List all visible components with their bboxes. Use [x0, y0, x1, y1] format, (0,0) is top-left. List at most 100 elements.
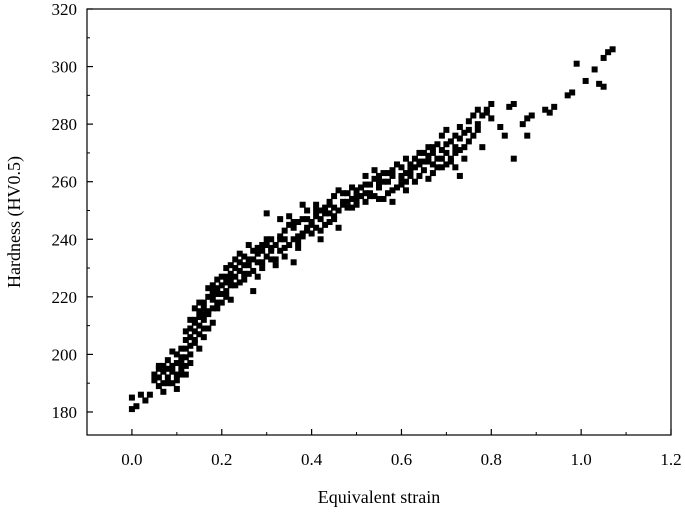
data-point [164, 374, 171, 381]
data-point [456, 147, 463, 154]
data-point [128, 406, 135, 413]
data-point [218, 290, 225, 297]
data-point [214, 285, 221, 292]
data-point [160, 362, 167, 369]
data-point [245, 270, 252, 277]
data-point [245, 256, 252, 263]
data-point [196, 313, 203, 320]
data-point [434, 155, 441, 162]
data-point [286, 242, 293, 249]
data-point [398, 175, 405, 182]
data-point [340, 190, 347, 197]
x-axis: 0.0 0.2 0.4 0.6 0.8 1.0 1.2 [86, 429, 682, 469]
data-point [501, 132, 508, 139]
data-point [205, 285, 212, 292]
y-tick-label: 280 [52, 115, 78, 134]
data-point [362, 181, 369, 188]
data-point [155, 362, 162, 369]
data-point [178, 345, 185, 352]
data-point [344, 204, 351, 211]
data-point [353, 187, 360, 194]
data-point [200, 316, 207, 323]
data-point [353, 193, 360, 200]
data-point [268, 236, 275, 243]
data-point [411, 178, 418, 185]
data-point [290, 259, 297, 266]
data-point [250, 288, 257, 295]
y-tick-label: 200 [52, 345, 78, 364]
data-point [353, 198, 360, 205]
data-point [389, 187, 396, 194]
data-point [425, 152, 432, 159]
data-point [416, 158, 423, 165]
data-point [268, 244, 275, 251]
data-point [443, 141, 450, 148]
data-point [389, 172, 396, 179]
data-point [142, 397, 149, 404]
data-point [263, 242, 270, 249]
data-point [465, 118, 472, 125]
data-point [474, 106, 481, 113]
data-point [398, 164, 405, 171]
data-point [259, 247, 266, 254]
data-point [214, 276, 221, 283]
data-point [429, 144, 436, 151]
data-point [452, 149, 459, 156]
data-point [218, 282, 225, 289]
data-point [178, 371, 185, 378]
data-point [322, 204, 329, 211]
data-point [488, 100, 495, 107]
data-point [438, 155, 445, 162]
data-point [277, 236, 284, 243]
data-point [591, 66, 598, 73]
data-point [205, 308, 212, 315]
data-point [259, 265, 266, 272]
data-point [169, 362, 176, 369]
data-point [317, 227, 324, 234]
data-point [191, 319, 198, 326]
data-point [299, 230, 306, 237]
data-point [151, 371, 158, 378]
data-point [322, 221, 329, 228]
data-point [299, 216, 306, 223]
data-point [497, 124, 504, 131]
data-point [461, 155, 468, 162]
data-point [596, 80, 603, 87]
data-point [277, 216, 284, 223]
data-point [524, 115, 531, 122]
data-point [398, 181, 405, 188]
data-point [151, 377, 158, 384]
data-point [416, 172, 423, 179]
y-axis: 180 200 220 240 260 280 300 320 [52, 0, 93, 422]
data-point [227, 282, 234, 289]
data-point [393, 184, 400, 191]
data-point [209, 296, 216, 303]
data-point [371, 193, 378, 200]
data-point [232, 265, 239, 272]
data-point [272, 256, 279, 263]
data-point [443, 161, 450, 168]
data-point [461, 129, 468, 136]
data-point [281, 244, 288, 251]
data-point [272, 262, 279, 269]
data-point [187, 360, 194, 367]
data-point [250, 247, 257, 254]
data-point [456, 124, 463, 131]
data-point [407, 167, 414, 174]
data-point [344, 198, 351, 205]
data-point [286, 213, 293, 220]
data-point [218, 299, 225, 306]
data-point [331, 204, 338, 211]
data-point [191, 328, 198, 335]
plot-frame [86, 8, 672, 436]
data-point [407, 172, 414, 179]
data-point [452, 132, 459, 139]
data-point [187, 316, 194, 323]
data-point [223, 273, 230, 280]
data-point [295, 239, 302, 246]
data-point [456, 135, 463, 142]
data-point [380, 170, 387, 177]
data-point [582, 77, 589, 84]
data-point [200, 299, 207, 306]
data-point [429, 149, 436, 156]
